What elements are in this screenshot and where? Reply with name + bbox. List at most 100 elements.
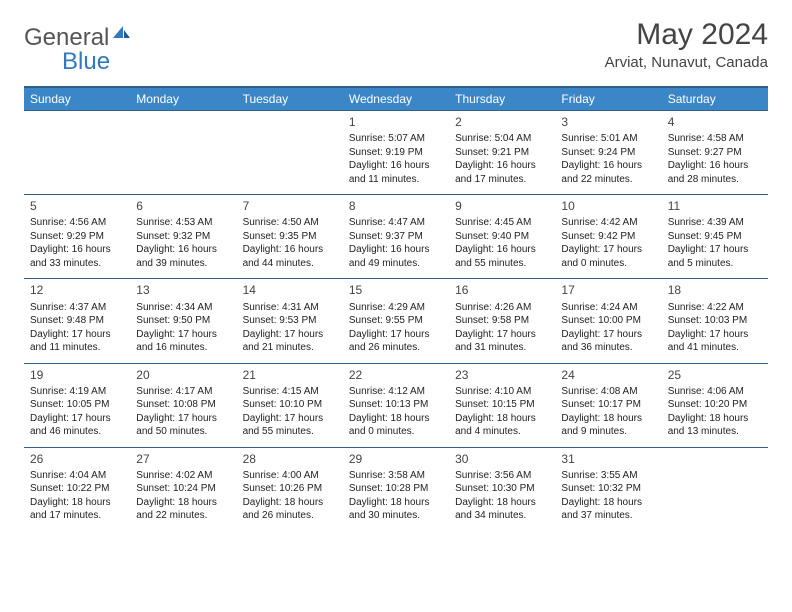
header-row: GeneralBlue May 2024 Arviat, Nunavut, Ca… [24,18,768,76]
sunrise-line: Sunrise: 4:47 AM [349,216,443,230]
daylight-line: Daylight: 18 hours and 13 minutes. [668,412,762,439]
day-number: 1 [349,114,443,130]
day-number: 31 [561,451,655,467]
calendar-day-cell: 31Sunrise: 3:55 AMSunset: 10:32 PMDaylig… [555,447,661,531]
sunrise-line: Sunrise: 3:56 AM [455,469,549,483]
day-number: 28 [243,451,337,467]
daylight-line: Daylight: 17 hours and 36 minutes. [561,328,655,355]
calendar-day-cell: 1Sunrise: 5:07 AMSunset: 9:19 PMDaylight… [343,111,449,195]
sunset-line: Sunset: 10:05 PM [30,398,124,412]
daylight-line: Daylight: 17 hours and 31 minutes. [455,328,549,355]
sunrise-line: Sunrise: 4:45 AM [455,216,549,230]
calendar-day-cell: 5Sunrise: 4:56 AMSunset: 9:29 PMDaylight… [24,195,130,279]
day-number: 18 [668,282,762,298]
day-number: 15 [349,282,443,298]
day-number: 6 [136,198,230,214]
day-number: 3 [561,114,655,130]
day-number: 21 [243,367,337,383]
calendar-day-cell [130,111,236,195]
day-number: 24 [561,367,655,383]
sunset-line: Sunset: 9:48 PM [30,314,124,328]
sunrise-line: Sunrise: 5:07 AM [349,132,443,146]
calendar-day-cell: 28Sunrise: 4:00 AMSunset: 10:26 PMDaylig… [237,447,343,531]
calendar-day-cell: 12Sunrise: 4:37 AMSunset: 9:48 PMDayligh… [24,279,130,363]
sunrise-line: Sunrise: 4:26 AM [455,301,549,315]
calendar-day-cell: 4Sunrise: 4:58 AMSunset: 9:27 PMDaylight… [662,111,768,195]
page-title: May 2024 [605,18,768,52]
day-number: 9 [455,198,549,214]
daylight-line: Daylight: 16 hours and 55 minutes. [455,243,549,270]
daylight-line: Daylight: 17 hours and 26 minutes. [349,328,443,355]
calendar-day-cell: 15Sunrise: 4:29 AMSunset: 9:55 PMDayligh… [343,279,449,363]
day-number: 13 [136,282,230,298]
daylight-line: Daylight: 17 hours and 50 minutes. [136,412,230,439]
sunset-line: Sunset: 9:53 PM [243,314,337,328]
sunset-line: Sunset: 9:29 PM [30,230,124,244]
sunset-line: Sunset: 10:00 PM [561,314,655,328]
location: Arviat, Nunavut, Canada [605,54,768,71]
calendar-day-cell: 8Sunrise: 4:47 AMSunset: 9:37 PMDaylight… [343,195,449,279]
sunrise-line: Sunrise: 4:12 AM [349,385,443,399]
calendar-week-row: 19Sunrise: 4:19 AMSunset: 10:05 PMDaylig… [24,363,768,447]
sunset-line: Sunset: 10:30 PM [455,482,549,496]
calendar-day-cell: 20Sunrise: 4:17 AMSunset: 10:08 PMDaylig… [130,363,236,447]
sunrise-line: Sunrise: 4:06 AM [668,385,762,399]
sail-icon [111,24,131,40]
calendar-day-cell: 3Sunrise: 5:01 AMSunset: 9:24 PMDaylight… [555,111,661,195]
sunset-line: Sunset: 10:03 PM [668,314,762,328]
day-number: 10 [561,198,655,214]
day-number: 5 [30,198,124,214]
sunset-line: Sunset: 10:10 PM [243,398,337,412]
sunrise-line: Sunrise: 4:24 AM [561,301,655,315]
calendar-day-cell: 27Sunrise: 4:02 AMSunset: 10:24 PMDaylig… [130,447,236,531]
daylight-line: Daylight: 18 hours and 34 minutes. [455,496,549,523]
calendar-day-cell: 25Sunrise: 4:06 AMSunset: 10:20 PMDaylig… [662,363,768,447]
day-number: 30 [455,451,549,467]
day-header: Sunday [24,88,130,111]
daylight-line: Daylight: 17 hours and 5 minutes. [668,243,762,270]
calendar-table: SundayMondayTuesdayWednesdayThursdayFrid… [24,88,768,531]
calendar-day-cell: 14Sunrise: 4:31 AMSunset: 9:53 PMDayligh… [237,279,343,363]
sunrise-line: Sunrise: 4:04 AM [30,469,124,483]
calendar-day-cell: 29Sunrise: 3:58 AMSunset: 10:28 PMDaylig… [343,447,449,531]
calendar-day-cell: 6Sunrise: 4:53 AMSunset: 9:32 PMDaylight… [130,195,236,279]
sunrise-line: Sunrise: 4:58 AM [668,132,762,146]
daylight-line: Daylight: 16 hours and 44 minutes. [243,243,337,270]
sunset-line: Sunset: 9:58 PM [455,314,549,328]
calendar-container: SundayMondayTuesdayWednesdayThursdayFrid… [24,86,768,531]
day-number: 27 [136,451,230,467]
sunset-line: Sunset: 10:20 PM [668,398,762,412]
sunset-line: Sunset: 9:21 PM [455,146,549,160]
day-header: Thursday [449,88,555,111]
daylight-line: Daylight: 18 hours and 4 minutes. [455,412,549,439]
sunset-line: Sunset: 9:45 PM [668,230,762,244]
sunrise-line: Sunrise: 4:56 AM [30,216,124,230]
sunset-line: Sunset: 9:42 PM [561,230,655,244]
daylight-line: Daylight: 17 hours and 16 minutes. [136,328,230,355]
calendar-body: 1Sunrise: 5:07 AMSunset: 9:19 PMDaylight… [24,111,768,531]
day-header: Saturday [662,88,768,111]
sunset-line: Sunset: 9:55 PM [349,314,443,328]
day-header: Friday [555,88,661,111]
calendar-week-row: 12Sunrise: 4:37 AMSunset: 9:48 PMDayligh… [24,279,768,363]
calendar-day-cell: 30 Sunrise: 3:56 AMSunset: 10:30 PMDaylig… [449,447,555,531]
day-number: 2 [455,114,549,130]
sunrise-line: Sunrise: 4:08 AM [561,385,655,399]
sunrise-line: Sunrise: 4:42 AM [561,216,655,230]
calendar-day-cell: 24Sunrise: 4:08 AMSunset: 10:17 PMDaylig… [555,363,661,447]
daylight-line: Daylight: 16 hours and 28 minutes. [668,159,762,186]
daylight-line: Daylight: 17 hours and 11 minutes. [30,328,124,355]
sunrise-line: Sunrise: 5:01 AM [561,132,655,146]
sunset-line: Sunset: 9:35 PM [243,230,337,244]
calendar-day-cell [237,111,343,195]
sunset-line: Sunset: 10:15 PM [455,398,549,412]
day-number: 8 [349,198,443,214]
calendar-day-cell: 22Sunrise: 4:12 AMSunset: 10:13 PMDaylig… [343,363,449,447]
sunrise-line: Sunrise: 3:58 AM [349,469,443,483]
calendar-week-row: 5 Sunrise: 4:56 AMSunset: 9:29 PM Daylight… [24,195,768,279]
daylight-line: Daylight: 17 hours and 55 minutes. [243,412,337,439]
sunrise-line: Sunrise: 4:39 AM [668,216,762,230]
day-header: Tuesday [237,88,343,111]
daylight-line: Daylight: 18 hours and 0 minutes. [349,412,443,439]
day-header: Monday [130,88,236,111]
